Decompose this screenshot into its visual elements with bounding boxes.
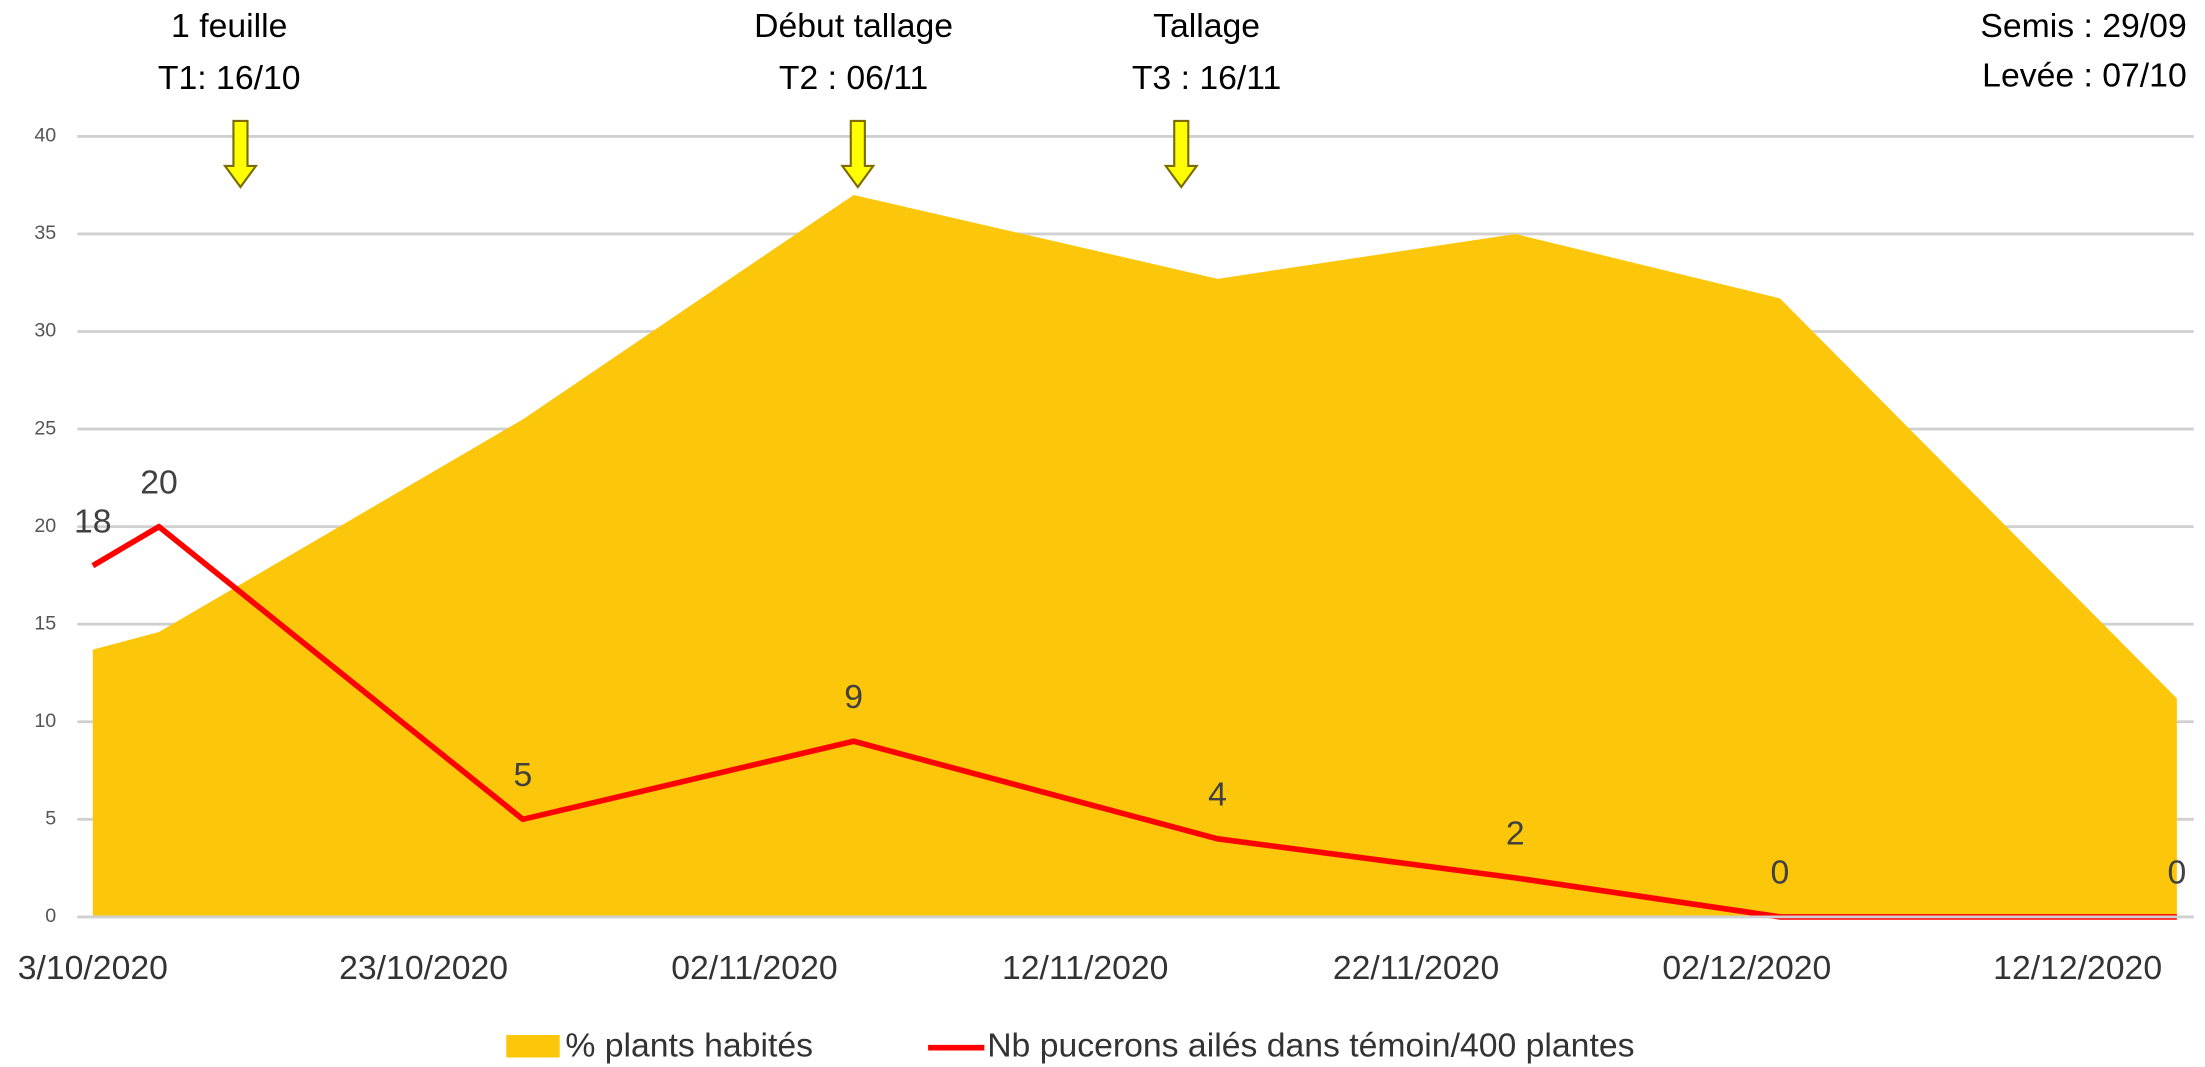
x-tick-label: 22/11/2020 (1333, 949, 1499, 987)
y-tick-label: 20 (34, 515, 56, 537)
annotation: T3 : 16/11 (1132, 59, 1281, 97)
x-tick-label: 12/11/2020 (1002, 949, 1168, 987)
annotation: T1: 16/10 (158, 59, 301, 97)
y-tick-label: 5 (45, 808, 56, 830)
note: Semis : 29/09 (1980, 7, 2186, 45)
y-tick-label: 30 (34, 320, 56, 342)
data-label: 4 (1208, 776, 1227, 814)
data-label: 5 (513, 756, 532, 794)
data-label: 0 (2167, 854, 2186, 892)
line (91, 523, 2177, 920)
x-tick-label: 12/12/2020 (1993, 949, 2162, 987)
legend-label: % plants habités (565, 1027, 813, 1065)
y-tick-label: 0 (45, 905, 56, 927)
data-label: 2 (1506, 815, 1525, 853)
area (92, 194, 2177, 917)
annotation: Tallage (1153, 7, 1260, 45)
x-tick-label: 3/10/2020 (18, 949, 168, 987)
y-tick-label: 40 (34, 125, 56, 147)
x-tick-label: 02/11/2020 (671, 949, 837, 987)
y-tick-label: 35 (34, 222, 56, 244)
legend-swatch (506, 1035, 560, 1058)
y-tick-label: 15 (34, 612, 56, 634)
note: Levée : 07/10 (1982, 56, 2187, 94)
data-label: 20 (140, 463, 178, 501)
arrow (1163, 119, 1199, 189)
data-label: 0 (1771, 854, 1790, 892)
legend-label: Nb pucerons ailés dans témoin/400 plante… (987, 1027, 1634, 1065)
arrow (222, 119, 259, 189)
data-label: 9 (844, 678, 863, 716)
arrow (840, 119, 876, 189)
x-tick-label: 02/12/2020 (1662, 949, 1831, 987)
y-tick-label: 25 (34, 417, 56, 439)
annotation: 1 feuille (171, 7, 287, 45)
plot-group: Semis : 29/09 Levée : 07/10 051015202530… (18, 7, 2194, 1065)
x-tick-label: 23/10/2020 (339, 949, 508, 987)
y-tick-label: 10 (34, 710, 56, 732)
annotation: T2 : 06/11 (779, 59, 928, 97)
data-label: 18 (74, 502, 112, 540)
annotation: Début tallage (754, 7, 953, 45)
